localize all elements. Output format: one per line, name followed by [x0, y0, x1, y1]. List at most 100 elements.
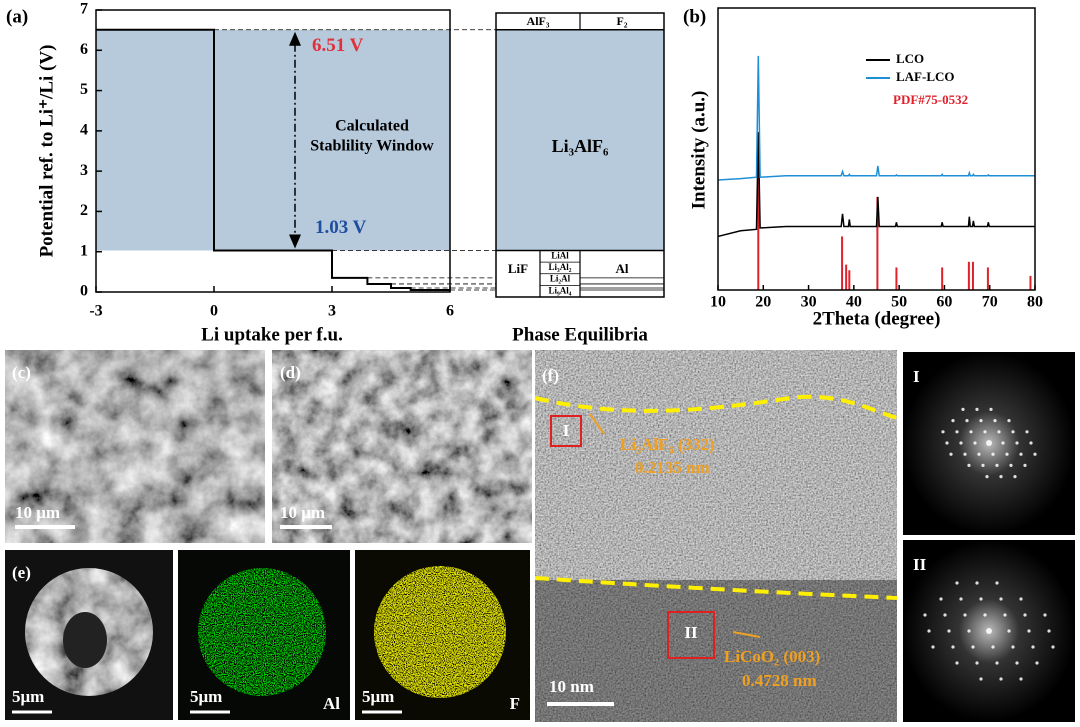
fft-spot	[1019, 597, 1023, 601]
fft-spot	[986, 628, 992, 634]
phase-label: LiF	[508, 261, 528, 276]
fft-spot	[955, 581, 959, 585]
fft-spot	[1007, 629, 1011, 633]
panel-label: (f)	[542, 366, 559, 385]
x-tick-label: 70	[982, 294, 998, 311]
fft-spot	[941, 430, 945, 434]
element-label: Al	[323, 694, 340, 713]
scale-label: 5μm	[190, 687, 222, 706]
fft-spot	[997, 430, 1001, 434]
legend-label: LAF-LCO	[896, 69, 955, 84]
fft-spot	[991, 645, 995, 649]
x-tick-label: 0	[210, 303, 218, 320]
fft-spot	[995, 463, 999, 467]
phase-label: AlF₃	[527, 14, 550, 28]
panel-label: (a)	[6, 6, 28, 27]
phase-label: Li₃Al₂	[549, 262, 572, 272]
panel-label: (c)	[12, 363, 31, 382]
annotation: 0.2135 nm	[635, 458, 710, 477]
arrow-head	[289, 234, 301, 249]
xrd-line	[717, 55, 1035, 181]
x-tick-label: 40	[846, 294, 862, 311]
region-label: II	[684, 623, 698, 642]
fft-spot	[927, 629, 931, 633]
fft-spot	[1015, 441, 1019, 445]
fft-spot	[1019, 677, 1023, 681]
x-tick-label: 10	[710, 294, 726, 311]
fft-spot	[975, 407, 979, 411]
fft-spot	[949, 452, 953, 456]
potential-line	[96, 28, 450, 291]
panel-label: (b)	[683, 6, 706, 27]
fft-spot	[975, 661, 979, 665]
fft-spot	[983, 430, 987, 434]
xrd-line	[717, 132, 1035, 238]
x-tick-label: 6	[446, 303, 454, 320]
fft-spot	[1027, 629, 1031, 633]
y-axis-label: Intensity (a.u.)	[688, 91, 709, 210]
fft-spot	[989, 407, 993, 411]
sem-image	[272, 350, 532, 543]
y-tick-label: 3	[80, 162, 88, 179]
fft-spot	[971, 645, 975, 649]
stability-window	[96, 29, 450, 251]
fft-spot	[1033, 452, 1037, 456]
phase-label: LiAl	[551, 250, 569, 260]
phase-label: Li₃AlF₆	[552, 136, 609, 156]
fft-spot	[1047, 629, 1051, 633]
scale-label: 5μm	[12, 687, 44, 706]
phase-label: Li₂Al	[550, 274, 571, 284]
annotation: 6.51 V	[312, 35, 364, 56]
x-tick-label: 3	[328, 303, 336, 320]
arrow-head	[289, 31, 301, 46]
fft-spot	[959, 597, 963, 601]
fft-label: II	[913, 555, 927, 574]
fft-spot	[1023, 463, 1027, 467]
interface-line	[534, 576, 898, 600]
fft-spot	[977, 452, 981, 456]
fft-spot	[963, 613, 967, 617]
fft-region	[550, 415, 582, 447]
x-tick-label: 20	[755, 294, 771, 311]
fft-spot	[939, 597, 943, 601]
legend-label: PDF#75-0532	[893, 92, 968, 107]
y-tick-label: 4	[80, 122, 88, 139]
eds-map-al	[198, 568, 326, 696]
fft-spot	[969, 430, 973, 434]
fft-spot	[1029, 441, 1033, 445]
fft-spot	[1023, 613, 1027, 617]
x-tick-label: 80	[1027, 294, 1043, 311]
legend-label: LCO	[896, 51, 924, 66]
fft-spot	[999, 475, 1003, 479]
fft-spot	[955, 430, 959, 434]
fft-spot	[931, 645, 935, 649]
x-tick-label: 50	[891, 294, 907, 311]
fft-spot	[1007, 419, 1011, 423]
fft-spot	[991, 452, 995, 456]
fft-spot	[1035, 661, 1039, 665]
y-tick-label: 6	[80, 41, 88, 58]
y-axis-label: Potential ref. to Li⁺/Li (V)	[36, 45, 57, 258]
fft-spot	[1043, 613, 1047, 617]
fft-spot	[1051, 645, 1055, 649]
fft-spot	[995, 581, 999, 585]
scale-label: 10 μm	[15, 503, 60, 522]
annotation-line	[589, 413, 605, 435]
fft-spot	[979, 677, 983, 681]
x-axis-label: 2Theta (degree)	[813, 308, 941, 329]
fft-spot	[1005, 452, 1009, 456]
fft-spot	[1031, 645, 1035, 649]
fft-spot	[963, 452, 967, 456]
fft-spots	[923, 407, 1055, 681]
fft-spot	[986, 440, 992, 446]
fft-spot	[1003, 613, 1007, 617]
diagram-title: Phase Equilibria	[512, 324, 648, 345]
y-tick-label: 7	[80, 1, 88, 18]
y-tick-label: 2	[80, 202, 88, 219]
y-tick-label: 5	[80, 81, 88, 98]
scale-label: 10 nm	[549, 677, 594, 696]
phase-region	[496, 29, 664, 251]
scale-label: 10 μm	[280, 503, 325, 522]
phase-label: Al	[616, 261, 629, 276]
